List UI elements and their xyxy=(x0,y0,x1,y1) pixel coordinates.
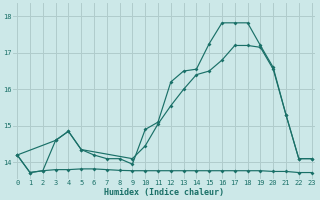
X-axis label: Humidex (Indice chaleur): Humidex (Indice chaleur) xyxy=(104,188,224,197)
